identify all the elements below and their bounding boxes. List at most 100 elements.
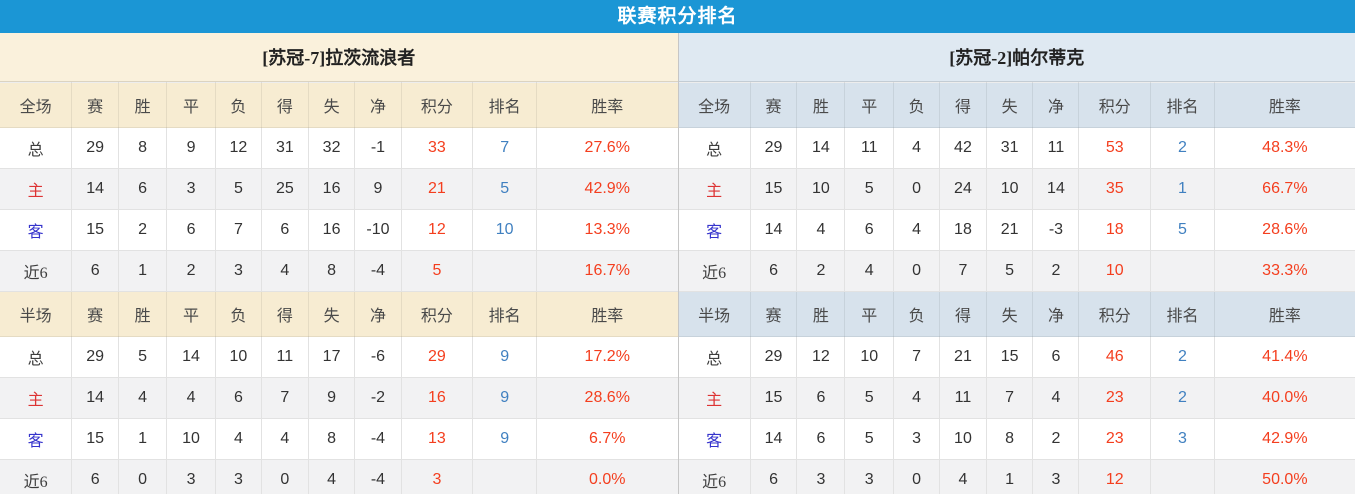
column-header: 排名	[472, 82, 537, 128]
rank-cell: 10	[472, 209, 537, 251]
stat-cell: 14	[1032, 168, 1080, 210]
table-row: 总 29 14 11 4 42 31 11 53 2 48.3%	[678, 127, 1355, 169]
stat-cell: 10	[844, 336, 895, 378]
stat-cell: 10	[985, 168, 1034, 210]
win-rate-cell: 48.3%	[1213, 127, 1355, 169]
row-label: 近6	[678, 459, 751, 494]
stat-cell: 7	[985, 377, 1034, 419]
stat-cell: 0	[118, 459, 168, 494]
rank-cell: 5	[1150, 209, 1215, 251]
panel-title: 联赛积分排名	[0, 0, 1355, 33]
table-row: 客 14 6 5 3 10 8 2 23 3 42.9%	[678, 418, 1355, 460]
header-row: 全场赛胜平负得失净积分 排名 胜率	[678, 82, 1355, 128]
stat-cell: 6	[844, 209, 895, 251]
column-header: 负	[214, 82, 262, 128]
stat-cell: 21	[985, 209, 1034, 251]
stat-cell: 4	[893, 127, 941, 169]
stat-cell: 4	[893, 377, 941, 419]
stat-cell: 6	[71, 459, 120, 494]
team-name: [苏冠-7]拉茨流浪者	[0, 33, 678, 82]
stat-cell: 14	[166, 336, 216, 378]
win-rate-cell: 0.0%	[535, 459, 678, 494]
column-header: 负	[893, 82, 941, 128]
stats-table: 全场赛胜平负得失净积分 排名 胜率总 29 8 9 12 31 32 -1 33 7 27.6% 主 14 6…	[0, 82, 678, 494]
stat-cell: 29	[749, 336, 798, 378]
column-header: 积分	[400, 291, 474, 337]
points-cell: 33	[400, 127, 474, 169]
stat-cell: 31	[985, 127, 1034, 169]
stat-cell: 15	[71, 418, 120, 460]
row-label: 主	[0, 168, 73, 210]
row-label: 总	[0, 336, 73, 378]
stat-cell: 7	[939, 250, 987, 292]
table-row: 主 14 4 4 6 7 9 -2 16 9 28.6%	[0, 377, 678, 419]
table-row: 客 14 4 6 4 18 21 -3 18 5 28.6%	[678, 209, 1355, 251]
stat-cell: -4	[354, 459, 402, 494]
table-row: 主 14 6 3 5 25 16 9 21 5 42.9%	[0, 168, 678, 210]
stat-cell: 2	[166, 250, 216, 292]
table-row: 近6 6 2 4 0 7 5 2 10 33.3%	[678, 250, 1355, 292]
stat-cell: 15	[749, 377, 798, 419]
stat-cell: 3	[844, 459, 895, 494]
column-header: 排名	[1150, 291, 1215, 337]
stat-cell: 14	[749, 418, 798, 460]
rank-cell: 3	[1150, 418, 1215, 460]
stat-cell: 10	[166, 418, 216, 460]
win-rate-cell: 28.6%	[1213, 209, 1355, 251]
stat-cell: 5	[844, 418, 895, 460]
stat-cell: 11	[939, 377, 987, 419]
row-label: 客	[0, 209, 73, 251]
stat-cell: 3	[796, 459, 846, 494]
row-label: 主	[678, 168, 751, 210]
column-header: 平	[844, 291, 895, 337]
stat-cell: 3	[166, 168, 216, 210]
stat-cell: 4	[844, 250, 895, 292]
column-header: 净	[1032, 82, 1080, 128]
win-rate-cell: 33.3%	[1213, 250, 1355, 292]
column-header: 得	[939, 82, 987, 128]
stat-cell: 2	[1032, 250, 1080, 292]
table-row: 总 29 12 10 7 21 15 6 46 2 41.4%	[678, 336, 1355, 378]
win-rate-cell: 66.7%	[1213, 168, 1355, 210]
stat-cell: 16	[307, 209, 356, 251]
rank-cell	[472, 250, 537, 292]
rank-cell: 2	[1150, 127, 1215, 169]
stat-cell: 5	[118, 336, 168, 378]
points-cell: 16	[400, 377, 474, 419]
stat-cell: 2	[1032, 418, 1080, 460]
stat-cell: 3	[1032, 459, 1080, 494]
table-row: 近6 6 1 2 3 4 8 -4 5 16.7%	[0, 250, 678, 292]
column-header: 胜率	[535, 82, 678, 128]
points-cell: 46	[1078, 336, 1152, 378]
header-row: 全场赛胜平负得失净积分 排名 胜率	[0, 82, 678, 128]
stat-cell: 6	[749, 459, 798, 494]
stat-cell: 29	[71, 336, 120, 378]
rank-cell: 2	[1150, 377, 1215, 419]
column-header: 赛	[749, 82, 798, 128]
column-header: 积分	[1078, 82, 1152, 128]
stat-cell: 4	[307, 459, 356, 494]
stat-cell: 15	[71, 209, 120, 251]
stat-cell: 15	[985, 336, 1034, 378]
rank-cell	[1150, 250, 1215, 292]
row-label: 近6	[0, 459, 73, 494]
stat-cell: 1	[985, 459, 1034, 494]
stat-cell: 14	[71, 168, 120, 210]
column-header: 失	[985, 82, 1034, 128]
points-cell: 29	[400, 336, 474, 378]
win-rate-cell: 50.0%	[1213, 459, 1355, 494]
win-rate-cell: 40.0%	[1213, 377, 1355, 419]
rank-cell: 9	[472, 418, 537, 460]
section-label: 半场	[678, 291, 751, 337]
win-rate-cell: 17.2%	[535, 336, 678, 378]
column-header: 胜	[796, 82, 846, 128]
stat-cell: 9	[354, 168, 402, 210]
stat-cell: 5	[214, 168, 262, 210]
points-cell: 13	[400, 418, 474, 460]
stat-cell: 10	[796, 168, 846, 210]
rank-cell: 7	[472, 127, 537, 169]
header-row: 半场赛胜平负得失净积分 排名 胜率	[678, 291, 1355, 337]
section-label: 全场	[678, 82, 751, 128]
stat-cell: 4	[260, 418, 309, 460]
stat-cell: 10	[214, 336, 262, 378]
